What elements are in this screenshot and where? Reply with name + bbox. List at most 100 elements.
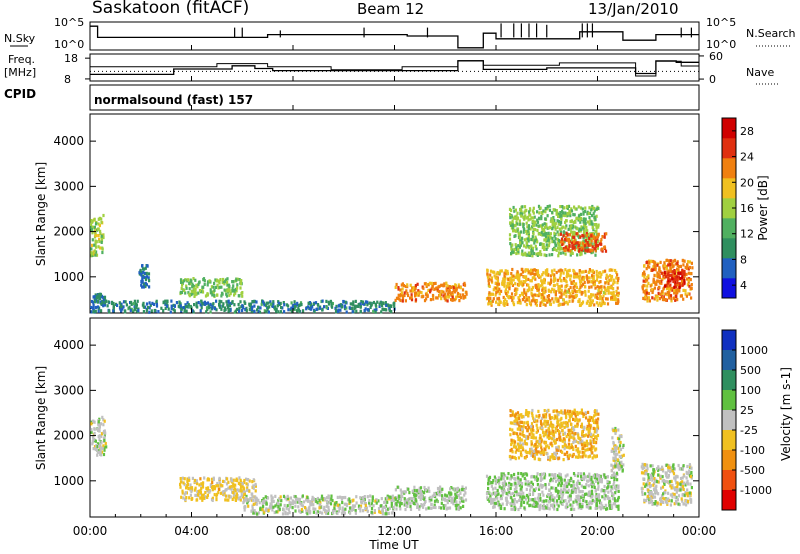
echo-cell [571, 489, 574, 493]
echo-cell [560, 220, 563, 224]
echo-cell [490, 276, 493, 280]
echo-cell [92, 306, 95, 310]
echo-cell [547, 446, 550, 450]
echo-cell [441, 494, 444, 498]
echo-cell [569, 214, 572, 218]
echo-cell [547, 281, 550, 285]
echo-cell [194, 486, 197, 490]
echo-cell [209, 288, 212, 292]
echo-cell [574, 294, 577, 298]
echo-cell [581, 207, 584, 211]
echo-cell [599, 296, 602, 300]
echo-cell [203, 279, 206, 283]
echo-cell [166, 299, 169, 303]
echo-cell [372, 309, 375, 313]
echo-cell [674, 298, 677, 302]
echo-cell [552, 300, 555, 304]
echo-cell [669, 288, 672, 292]
echo-cell [230, 477, 233, 481]
colorbar-segment [722, 158, 736, 179]
echo-cell [559, 205, 562, 209]
echo-cell [419, 493, 422, 497]
echo-cell [591, 480, 594, 484]
echo-cell [569, 226, 572, 230]
echo-cell [454, 290, 457, 294]
echo-cell [454, 284, 457, 288]
echo-cell [571, 299, 574, 303]
echo-cell [506, 293, 509, 297]
echo-cell [682, 297, 685, 301]
echo-cell [584, 239, 587, 243]
echo-cell [560, 288, 563, 292]
echo-cell [681, 271, 684, 275]
echo-cell [454, 492, 457, 496]
echo-cell [617, 495, 620, 500]
echo-cell [565, 224, 568, 228]
echo-cell [536, 253, 539, 257]
echo-cell [419, 497, 422, 501]
echo-cell [545, 232, 548, 236]
echo-cell [573, 230, 576, 234]
echo-cell [409, 507, 413, 511]
echo-cell [518, 498, 521, 502]
echo-cell [683, 278, 686, 282]
echo-cell [112, 304, 115, 308]
echo-cell [513, 493, 516, 497]
echo-cell [559, 435, 562, 439]
echo-cell [213, 487, 216, 491]
echo-cell [589, 424, 593, 428]
echo-cell [90, 227, 93, 232]
echo-cell [587, 434, 590, 438]
echo-cell [170, 306, 173, 310]
echo-cell [200, 306, 203, 310]
echo-cell [687, 278, 690, 282]
echo-cell [558, 432, 561, 436]
echo-cell [563, 440, 566, 444]
beam-label: Beam 12 [357, 0, 424, 18]
echo-cell [517, 492, 521, 496]
echo-cell [522, 252, 525, 256]
echo-cell [681, 283, 684, 287]
echo-cell [327, 494, 330, 498]
echo-cell [392, 505, 395, 509]
echo-cell [375, 501, 378, 505]
echo-cell [438, 487, 441, 491]
echo-cell [290, 306, 293, 310]
echo-cell [597, 206, 600, 211]
echo-cell [442, 497, 445, 501]
echo-cell [231, 280, 234, 284]
echo-cell [509, 477, 512, 481]
echo-cell [593, 499, 596, 503]
echo-cell [614, 268, 617, 273]
echo-cell [277, 301, 280, 305]
echo-cell [410, 496, 413, 501]
echo-cell [329, 299, 332, 303]
echo-cell [581, 494, 584, 498]
echo-cell [241, 294, 244, 298]
echo-cell [283, 303, 286, 307]
echo-cell [591, 492, 594, 496]
echo-cell [100, 446, 103, 450]
echo-cell [544, 210, 547, 214]
echo-cell [538, 485, 541, 489]
echo-cell [302, 309, 305, 313]
echo-cell [548, 488, 551, 492]
echo-cell [92, 447, 95, 451]
echo-cell [319, 500, 322, 504]
echo-cell [352, 507, 355, 511]
echo-cell [557, 285, 560, 289]
echo-cell [325, 496, 329, 500]
echo-cell [554, 489, 558, 493]
echo-cell [579, 243, 582, 247]
echo-cell [519, 432, 522, 436]
echo-cell [656, 295, 659, 299]
echo-cell [530, 435, 533, 439]
echo-cell [190, 486, 194, 490]
echo-cell [603, 245, 606, 249]
echo-cell [678, 285, 681, 289]
echo-cell [191, 282, 194, 286]
echo-cell [494, 482, 497, 486]
echo-cell [282, 507, 285, 511]
echo-cell [567, 212, 570, 216]
echo-cell [582, 211, 585, 215]
